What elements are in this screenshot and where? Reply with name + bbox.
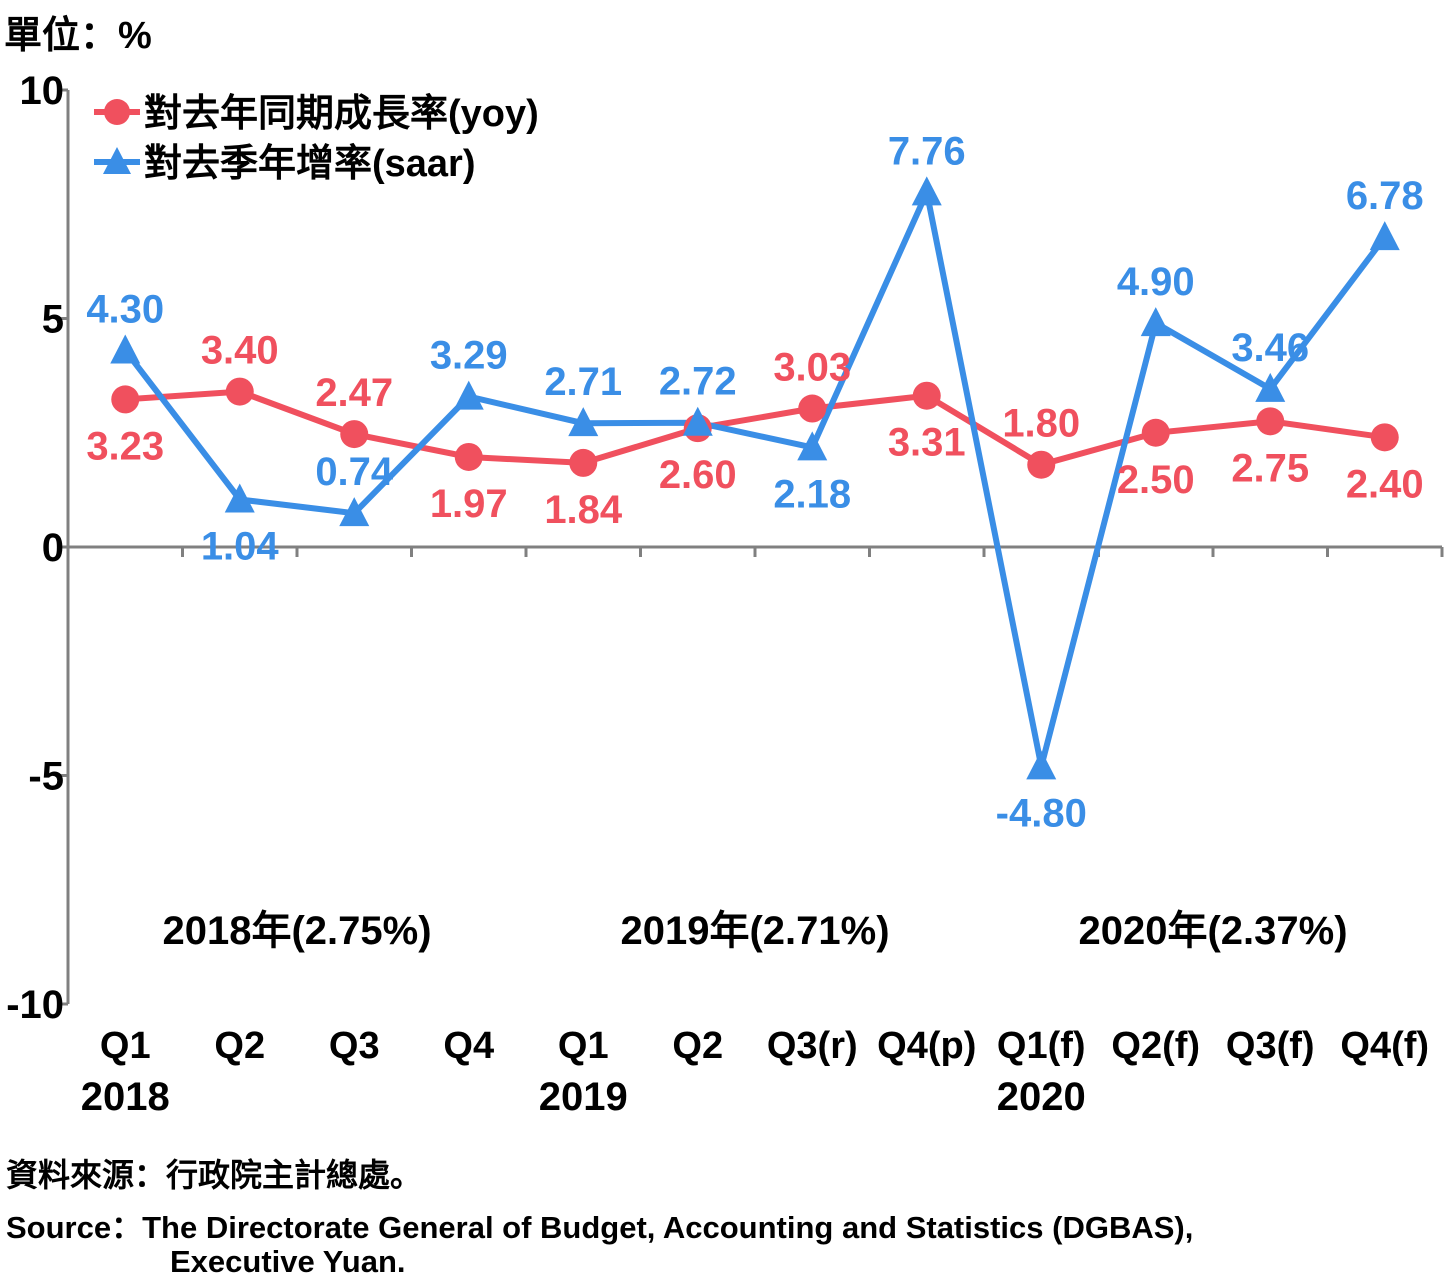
annual-annotations: 2018年(2.75%) 2019年(2.71%) 2020年(2.37%) [162,909,1347,953]
annual-annotation-2: 2020年(2.37%) [1078,909,1347,953]
x-tick-label-1: Q2 [214,1025,265,1067]
x-tick-label-7: Q4(p) [877,1025,976,1067]
series-line-1 [122,182,1388,768]
x-tick-label-4: Q1 [558,1025,609,1067]
chart-legend: 對去年同期成長率(yoy) 對去季年增率(saar) [94,93,539,185]
legend-label-1: 對去季年增率(saar) [144,143,476,185]
yoy-value-label-9: 2.50 [1117,458,1195,502]
saar-value-label-11: 6.78 [1346,174,1424,218]
yoy-point-1 [225,377,254,406]
yoy-point-0 [111,385,140,414]
yoy-value-label-2: 2.47 [315,371,393,415]
saar-value-label-9: 4.90 [1117,260,1195,304]
yoy-value-label-5: 2.60 [659,453,737,497]
x-tick-labels: Q1 Q2 Q3 Q4 Q1 Q2 Q3(r) Q4(p) Q1(f) Q2(f) Q3(f) Q4(… [81,1025,1429,1119]
year-label-0: 2018 [81,1075,170,1119]
unit-label: 單位：% [4,15,152,57]
yoy-value-label-11: 2.40 [1346,462,1424,506]
yoy-value-label-3: 1.97 [430,482,508,526]
yoy-point-3 [454,442,483,471]
saar-value-label-7: 7.76 [888,129,966,173]
saar-value-label-5: 2.72 [659,360,737,404]
saar-value-label-2: 0.74 [315,450,394,494]
saar-value-label-0: 4.30 [86,287,164,331]
saar-point-3 [453,380,484,410]
chart-axes [60,88,1444,1006]
saar-value-label-3: 3.29 [430,334,508,378]
yoy-point-8 [1027,450,1056,479]
year-label-1: 2019 [539,1075,628,1119]
saar-point-5 [682,406,713,436]
yoy-point-11 [1370,423,1399,452]
source-note-en-line1: Source：The Directorate General of Budget… [6,1210,1194,1245]
yoy-point-2 [340,420,369,449]
saar-value-label-10: 3.46 [1231,326,1309,370]
yoy-value-label-8: 1.80 [1002,402,1080,446]
saar-point-7 [911,176,942,206]
yoy-point-10 [1256,407,1285,436]
data-labels: 3.23 3.40 2.47 1.97 1.84 2.60 3.03 3.31 1.80 2.50… [86,129,1423,835]
yoy-value-label-10: 2.75 [1231,446,1309,490]
x-tick-label-3: Q4 [443,1025,494,1067]
saar-value-label-6: 2.18 [773,472,851,516]
legend-label-0: 對去年同期成長率(yoy) [144,93,539,135]
y-tick-label-4: -10 [6,983,64,1027]
legend-marker-1 [103,147,131,174]
saar-point-0 [110,334,141,364]
annual-annotation-1: 2019年(2.71%) [620,909,889,953]
legend-marker-0 [104,99,130,125]
yoy-point-9 [1141,418,1170,447]
y-tick-label-0: 10 [20,69,65,113]
saar-value-label-4: 2.71 [544,360,622,404]
yoy-value-label-7: 3.31 [888,421,966,465]
yoy-value-label-6: 3.03 [773,346,851,390]
saar-point-1 [224,483,255,513]
x-tick-label-0: Q1 [100,1025,151,1067]
x-tick-label-6: Q3(r) [767,1025,858,1067]
series-markers [110,176,1400,780]
annual-annotation-0: 2018年(2.75%) [162,909,431,953]
yoy-point-6 [798,394,827,423]
saar-point-4 [568,407,599,437]
saar-point-10 [1255,372,1286,402]
saar-point-8 [1026,750,1057,780]
saar-point-2 [339,497,370,527]
x-tick-label-2: Q3 [329,1025,380,1067]
saar-point-6 [797,431,828,461]
yoy-value-label-1: 3.40 [201,329,279,373]
series-lines [122,182,1388,768]
year-label-2: 2020 [997,1075,1086,1119]
saar-value-label-8: -4.80 [996,791,1087,835]
yoy-point-7 [912,381,941,410]
saar-value-label-1: 1.04 [201,524,280,568]
y-tick-label-3: -5 [28,755,64,799]
yoy-value-label-0: 3.23 [86,424,164,468]
x-tick-label-8: Q1(f) [997,1025,1086,1067]
line-chart: 10 5 0 -5 -10 Q1 Q2 Q3 Q4 Q1 Q2 Q3(r) Q4(p) Q1(f) Q2(… [6,69,1444,1119]
x-tick-label-10: Q3(f) [1226,1025,1315,1067]
saar-point-11 [1369,221,1400,251]
yoy-point-4 [569,448,598,477]
source-note-en-line2: Executive Yuan. [170,1244,406,1279]
y-tick-label-1: 5 [42,298,64,342]
y-tick-label-2: 0 [42,526,64,570]
x-tick-label-5: Q2 [672,1025,723,1067]
saar-point-9 [1140,307,1171,337]
y-tick-labels: 10 5 0 -5 -10 [6,69,64,1027]
x-tick-label-9: Q2(f) [1111,1025,1200,1067]
source-note-zh: 資料來源：行政院主計總處。 [6,1157,423,1193]
yoy-value-label-4: 1.84 [544,488,623,532]
x-tick-label-11: Q4(f) [1340,1025,1429,1067]
series-line-0 [125,388,1386,468]
